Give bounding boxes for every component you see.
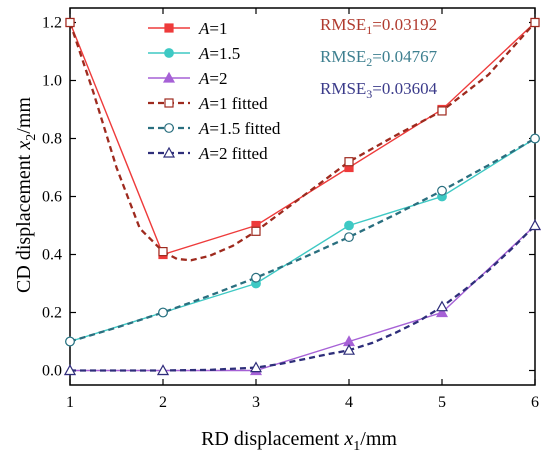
y-axis-label: CD displacement x2/mm <box>13 97 39 293</box>
rmse-label: RMSE2=0.04767 <box>320 47 438 69</box>
legend-label: A=2 fitted <box>198 144 268 163</box>
legend-label: A=1 fitted <box>198 94 268 113</box>
y-tick-label: 1.2 <box>42 15 62 32</box>
data-point <box>158 307 168 318</box>
data-point <box>156 364 170 376</box>
legend-marker <box>164 123 174 133</box>
data-point <box>65 17 75 28</box>
series-line <box>70 224 536 372</box>
legend-marker <box>162 146 176 158</box>
legend: A=1 A=1.5 A=2 A=1 fitted A=1.5 fitted A=2 fit… <box>148 19 281 163</box>
data-point <box>530 17 540 28</box>
data-point <box>344 220 354 231</box>
series-layer <box>63 17 542 376</box>
legend-marker <box>164 98 174 108</box>
legend-label: A=1 <box>198 19 227 38</box>
legend-marker <box>164 23 174 33</box>
y-tick-label: 0.0 <box>42 363 62 380</box>
x-tick-label: 6 <box>531 394 539 411</box>
data-point <box>249 361 263 373</box>
legend-item: A=1 <box>148 19 227 38</box>
rmse-label: RMSE3=0.03604 <box>320 79 438 101</box>
data-point <box>437 106 447 116</box>
y-tick-label: 1.0 <box>42 73 62 90</box>
rmse-annotations: RMSE1=0.03192 RMSE2=0.04767 RMSE3=0.03604 <box>320 15 438 101</box>
data-point <box>530 133 540 144</box>
legend-item: A=2 <box>148 69 227 88</box>
y-tick-label: 0.4 <box>42 247 62 264</box>
series-fitted-4 <box>65 133 540 347</box>
data-point <box>435 306 449 318</box>
legend-marker <box>162 71 176 83</box>
legend-item: A=1 fitted <box>148 94 268 113</box>
legend-item: A=2 fitted <box>148 144 268 163</box>
x-tick-label: 3 <box>252 394 260 411</box>
series-line <box>70 224 536 372</box>
series-line <box>69 21 536 256</box>
data-point <box>158 247 168 257</box>
y-tick-label: 0.8 <box>42 131 62 148</box>
data-point <box>251 272 261 283</box>
data-point <box>344 157 354 167</box>
x-tick-label: 5 <box>438 394 446 411</box>
data-point <box>437 185 447 196</box>
series-line <box>69 137 536 343</box>
series-measured-1 <box>65 133 540 347</box>
series-fitted-5 <box>63 219 542 376</box>
data-point <box>528 219 542 231</box>
series-measured-2 <box>63 219 542 376</box>
series-line <box>69 137 536 343</box>
legend-label: A=2 <box>198 69 227 88</box>
x-tick-label: 1 <box>66 394 74 411</box>
legend-marker <box>164 48 174 58</box>
legend-item: A=1.5 <box>148 44 240 63</box>
series-fitted-3 <box>65 17 540 262</box>
y-tick-label: 0.6 <box>42 189 62 206</box>
data-point <box>63 364 77 376</box>
data-point <box>65 336 75 347</box>
data-point <box>342 343 356 355</box>
legend-label: A=1.5 <box>198 44 240 63</box>
x-tick-label: 4 <box>345 394 353 411</box>
legend-item: A=1.5 fitted <box>148 119 281 138</box>
data-point <box>344 232 354 243</box>
x-axis-label: RD displacement x1/mm <box>201 428 397 454</box>
legend-label: A=1.5 fitted <box>198 119 281 138</box>
axes: 1 2 3 4 5 6 0.0 0.2 0.4 0.6 0.8 1.0 1.2 <box>42 7 539 411</box>
x-tick-label: 2 <box>159 394 167 411</box>
y-tick-label: 0.2 <box>42 305 62 322</box>
rmse-label: RMSE1=0.03192 <box>320 15 437 37</box>
series-line <box>68 21 536 262</box>
data-point <box>435 300 449 312</box>
data-point <box>251 226 261 236</box>
